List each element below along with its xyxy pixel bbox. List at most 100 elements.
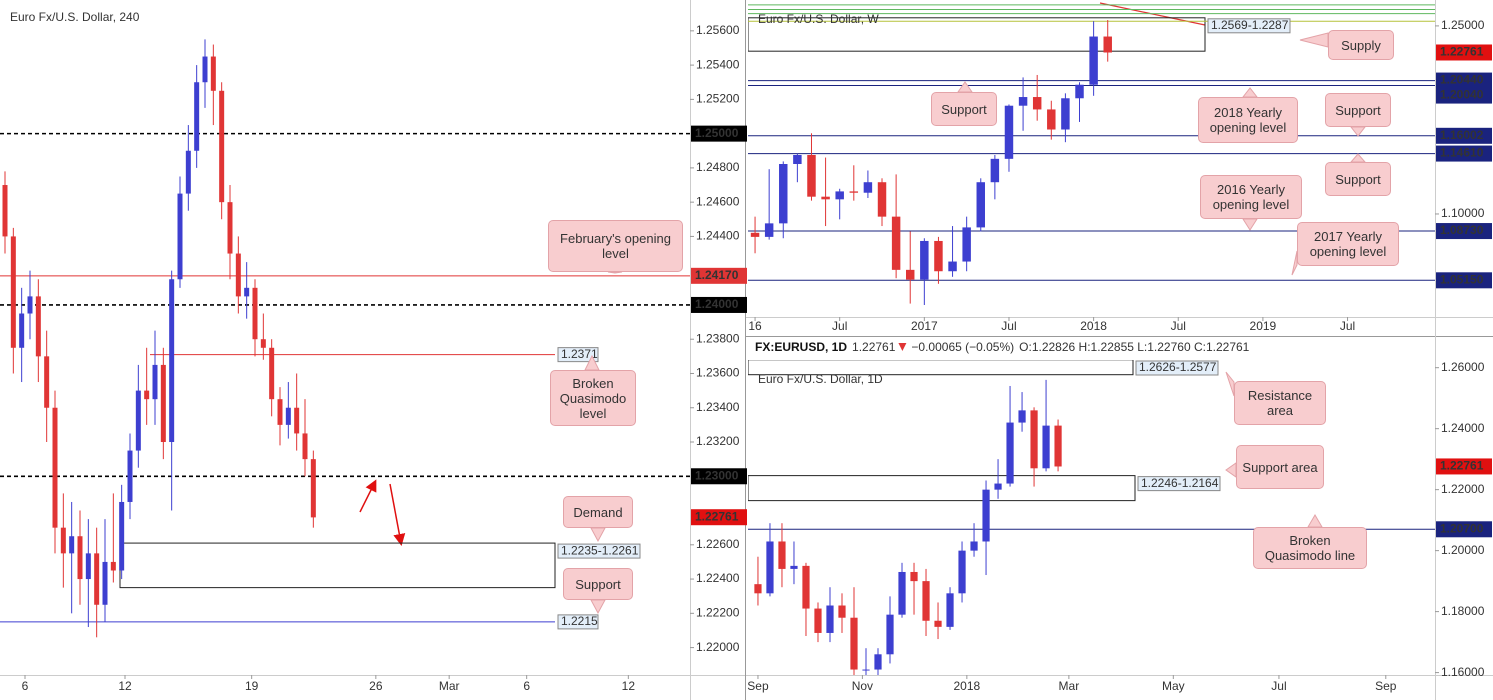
callout-pointer — [1242, 218, 1258, 231]
candle-body — [169, 279, 175, 443]
candle-body — [994, 483, 1002, 490]
candle-body — [793, 154, 802, 165]
candle-body — [52, 407, 58, 528]
callout-pointer — [590, 527, 606, 543]
candle-body — [27, 296, 33, 314]
zone-label-box — [1137, 476, 1221, 492]
candle-body — [177, 193, 183, 280]
callout: Broken Quasimodo line — [1253, 527, 1367, 569]
x-tick-label: 6 — [22, 679, 29, 693]
x-tick-label: Jul — [1171, 319, 1186, 333]
callout: 2017 Yearly opening level — [1297, 222, 1399, 266]
candle-body — [310, 459, 316, 518]
last-price-tag-box — [691, 509, 747, 526]
candle-body — [1018, 410, 1026, 423]
candle-body — [863, 182, 873, 193]
candle-body — [94, 553, 100, 605]
candle-body — [185, 150, 191, 194]
candle-body — [1006, 422, 1014, 484]
x-tick-label: Jul — [1001, 319, 1016, 333]
candle-body — [778, 541, 786, 569]
zone-label: 1.2569-1.2287 — [1211, 18, 1289, 32]
level-label-box — [557, 614, 599, 630]
candle-body — [60, 527, 66, 554]
chart-title: Euro Fx/U.S. Dollar, W — [758, 12, 879, 26]
candle-body — [294, 407, 300, 434]
candle-body — [802, 565, 810, 609]
zone-label: 1.2235-1.2261 — [561, 543, 639, 557]
candle-body — [982, 489, 990, 542]
candle-body — [838, 605, 846, 618]
candle-body — [19, 313, 25, 348]
level-tag-box — [1436, 223, 1492, 240]
candle-body — [244, 287, 250, 297]
candle-body — [1061, 98, 1070, 130]
zone-label: 1.2626-1.2577 — [1139, 360, 1217, 374]
candle-body — [898, 571, 906, 615]
candle-body — [835, 191, 844, 200]
candle-body — [958, 550, 966, 594]
last-price-tag-label: 1.22761 — [1440, 459, 1484, 473]
x-tick-label: 19 — [245, 679, 259, 693]
candle-body — [934, 240, 943, 272]
candle-body — [227, 202, 233, 254]
candle-body — [862, 669, 870, 671]
candle-body — [754, 584, 762, 594]
last-price-tag-label: 1.22761 — [695, 509, 739, 523]
y-tick-label: 1.26000 — [1441, 360, 1485, 374]
candle-body — [790, 565, 798, 569]
candle-body — [821, 196, 830, 200]
candle-body — [2, 185, 8, 237]
x-tick-label: 6 — [523, 679, 530, 693]
level-tag-box — [1436, 521, 1492, 538]
candle-body — [302, 433, 308, 460]
callout: Supply — [1328, 30, 1394, 60]
y-tick-label: 1.24600 — [696, 194, 740, 208]
level-tag-box — [1436, 272, 1492, 289]
candle-body — [922, 581, 930, 621]
y-tick-label: 1.23200 — [696, 434, 740, 448]
level-tag-box — [1436, 72, 1492, 89]
x-tick-label: May — [1162, 679, 1185, 693]
header-last: 1.22761 — [852, 340, 896, 354]
candle-body — [891, 216, 901, 270]
level-tag-label: 1.20040 — [1440, 88, 1484, 102]
callout: Support — [563, 568, 633, 600]
candle-body — [69, 536, 75, 554]
arrow — [389, 483, 406, 546]
candle-body — [962, 227, 971, 262]
candle-body — [285, 407, 291, 425]
candle-body — [135, 390, 141, 451]
candle-body — [260, 339, 266, 348]
level-tag-label: 1.20700 — [1440, 521, 1484, 535]
y-tick-label: 1.22000 — [1441, 482, 1485, 496]
level-tag-label: 1.08730 — [1440, 223, 1484, 237]
y-tick-label: 1.22000 — [696, 640, 740, 654]
y-tick-label: 1.25400 — [696, 57, 740, 71]
level-tag-box — [691, 267, 747, 284]
y-tick-label: 1.24000 — [1441, 421, 1485, 435]
x-tick-label: 2019 — [1250, 319, 1277, 333]
candle-body — [160, 364, 166, 443]
candle-body — [77, 536, 83, 580]
level-label: 1.2371 — [561, 347, 598, 361]
candle-body — [35, 296, 41, 357]
y-tick-label: 1.25600 — [696, 23, 740, 37]
candle-body — [826, 605, 834, 633]
candle-body — [210, 56, 216, 91]
candle-body — [110, 561, 116, 571]
x-tick-label: Sep — [1375, 679, 1397, 693]
y-tick-label: 1.23600 — [696, 366, 740, 380]
candle-body — [1047, 109, 1056, 130]
plot-area — [748, 4, 1435, 305]
last-price-tag-box — [1436, 44, 1492, 61]
level-tag-box — [1436, 145, 1492, 162]
y-tick-label: 1.23800 — [696, 331, 740, 345]
callout: 2016 Yearly opening level — [1200, 175, 1302, 219]
x-tick-label: Jul — [1271, 679, 1286, 693]
y-tick-label: 1.22600 — [696, 537, 740, 551]
candle-body — [850, 617, 858, 670]
level-tag-label: 1.14610 — [1440, 146, 1484, 160]
x-tick-label: Jul — [832, 319, 847, 333]
candle-body — [10, 236, 16, 348]
